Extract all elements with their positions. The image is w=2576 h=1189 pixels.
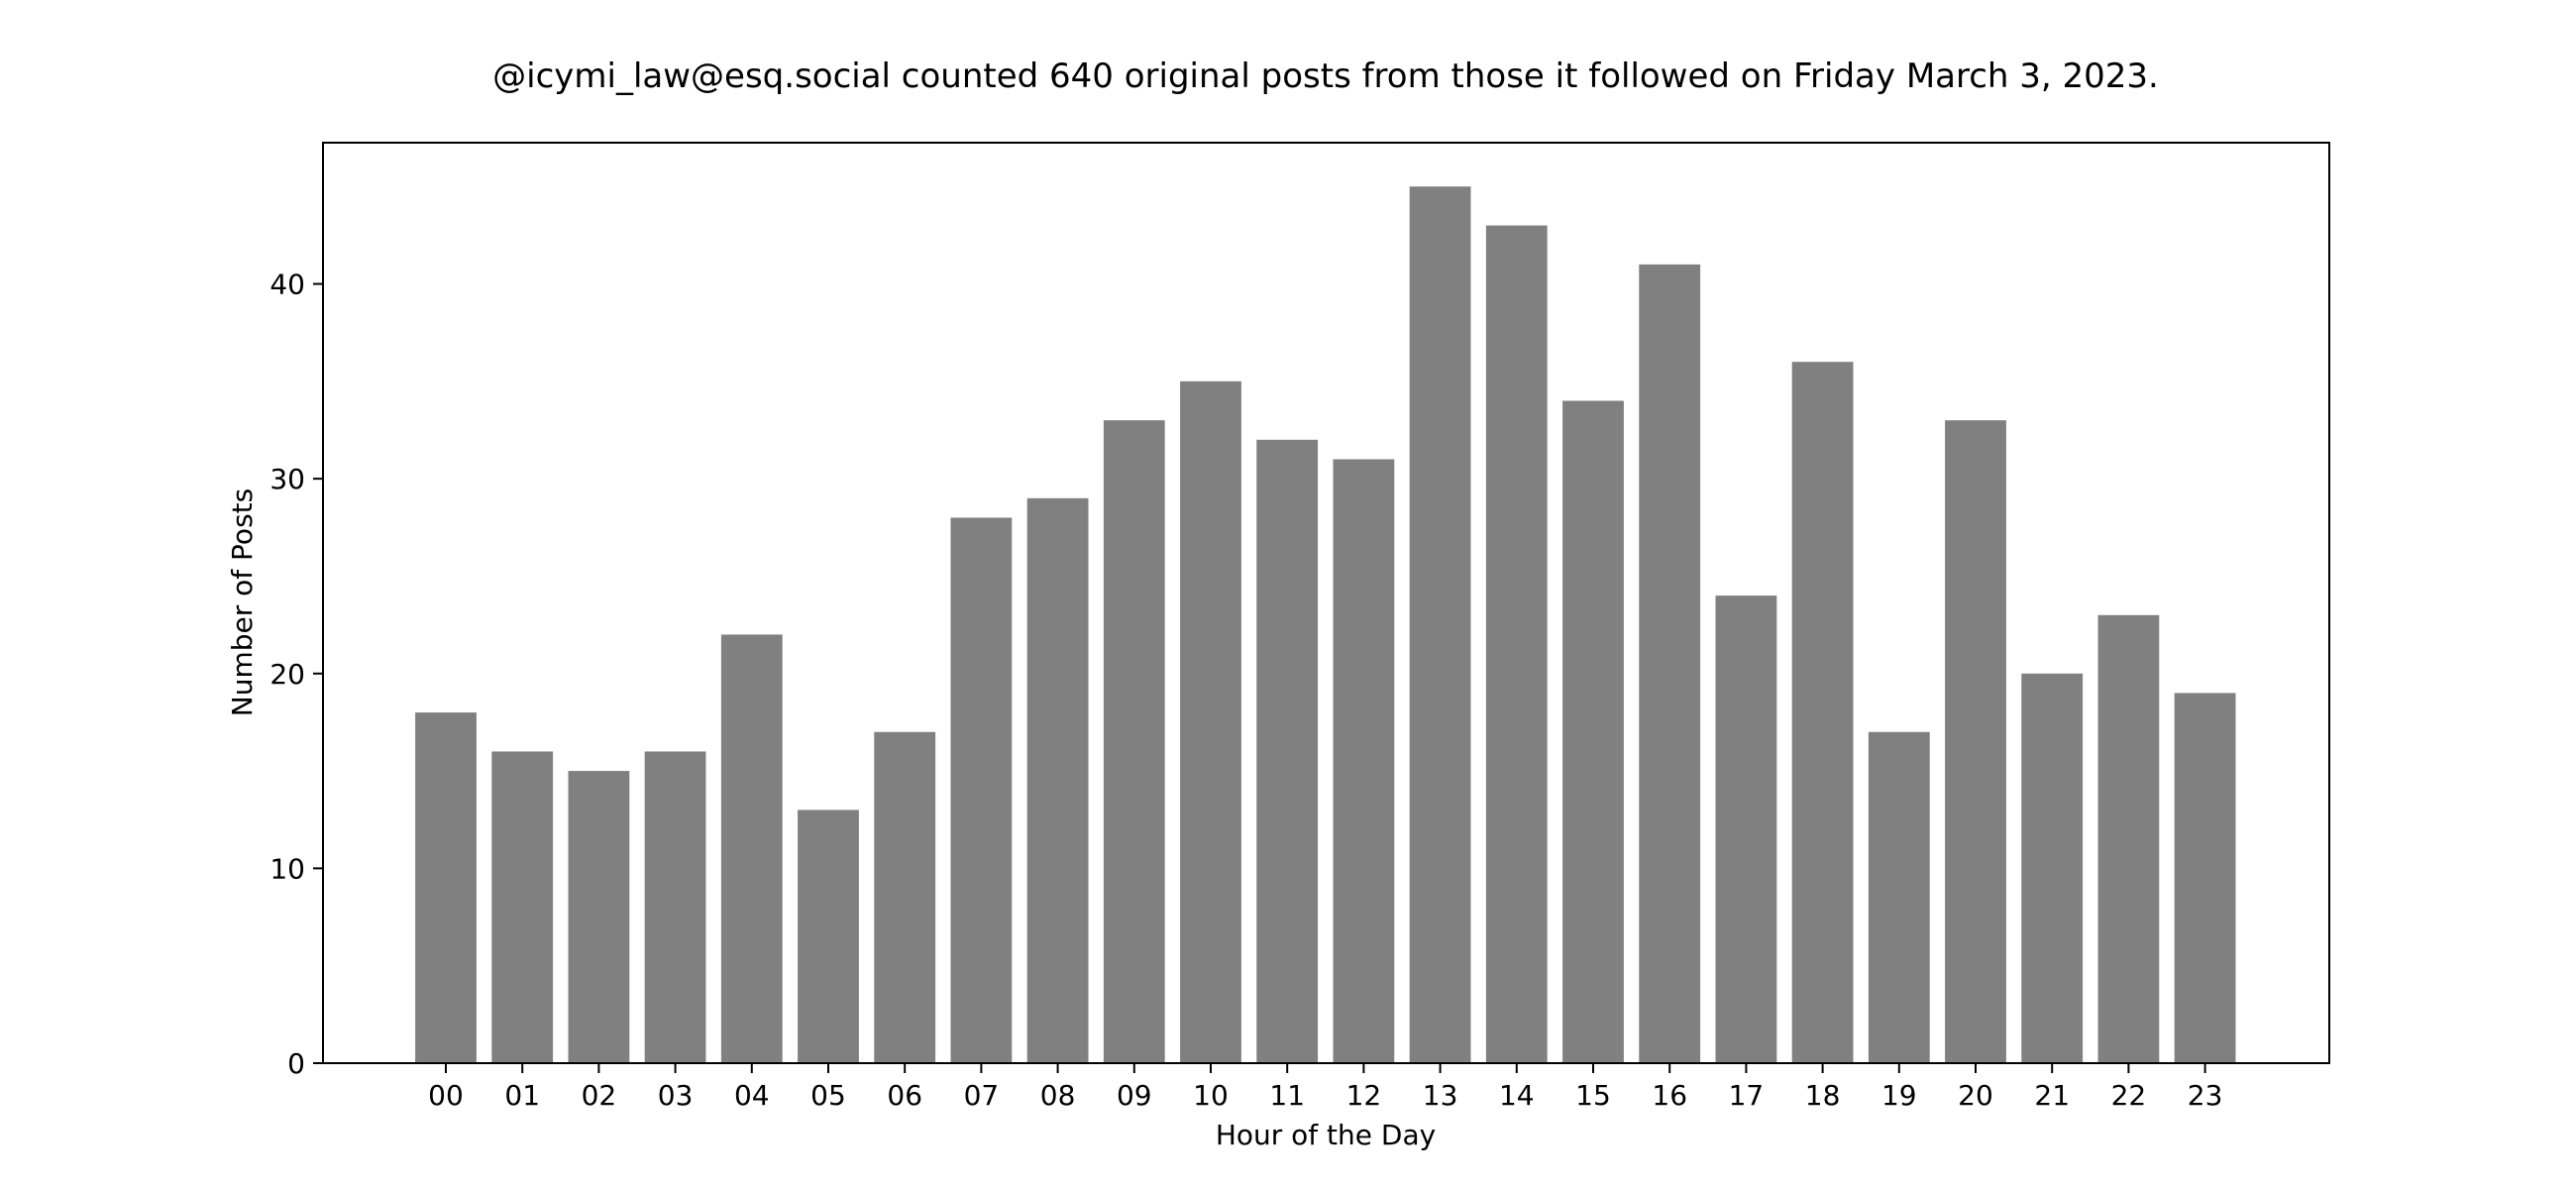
x-tick-label-14: 14 (1499, 1079, 1535, 1112)
x-tick-label-13: 13 (1423, 1079, 1458, 1112)
bar-02 (568, 771, 630, 1063)
x-tick-label-12: 12 (1346, 1079, 1382, 1112)
y-axis-label: Number of Posts (226, 488, 259, 716)
bar-17 (1715, 595, 1777, 1063)
bar-20 (1945, 420, 2006, 1063)
x-tick-label-03: 03 (658, 1079, 694, 1112)
x-tick-label-07: 07 (964, 1079, 1000, 1112)
x-tick-label-17: 17 (1729, 1079, 1765, 1112)
x-tick-label-11: 11 (1269, 1079, 1305, 1112)
x-tick-label-22: 22 (2111, 1079, 2147, 1112)
bar-12 (1333, 459, 1395, 1063)
bar-23 (2174, 693, 2236, 1063)
y-tick-label-30: 30 (269, 463, 305, 495)
bar-21 (2021, 673, 2084, 1063)
plot-frame (322, 142, 2330, 1064)
x-tick-label-15: 15 (1575, 1079, 1611, 1112)
x-tick-label-02: 02 (582, 1079, 617, 1112)
bar-07 (950, 517, 1013, 1063)
bar-05 (798, 810, 859, 1063)
x-tick-label-23: 23 (2188, 1079, 2223, 1112)
x-tick-label-05: 05 (810, 1079, 846, 1112)
x-tick-label-00: 00 (428, 1079, 464, 1112)
bar-08 (1026, 497, 1089, 1063)
y-tick-label-40: 40 (269, 269, 305, 301)
bar-10 (1180, 380, 1241, 1064)
bar-04 (720, 634, 783, 1063)
bar-11 (1256, 439, 1319, 1064)
bar-01 (491, 751, 554, 1063)
bar-16 (1639, 264, 1701, 1063)
x-tick-label-18: 18 (1805, 1079, 1841, 1112)
bar-09 (1103, 420, 1165, 1063)
x-tick-label-10: 10 (1193, 1079, 1229, 1112)
y-axis-ticks: 0 10 20 30 40 (269, 269, 323, 1080)
x-axis-ticks: 00 01 02 03 04 05 06 07 08 09 10 11 12 13 14 15 16 17 18 19… (428, 1063, 2222, 1112)
x-tick-label-09: 09 (1117, 1079, 1152, 1112)
bar-13 (1409, 186, 1471, 1064)
bars-group (415, 186, 2236, 1064)
x-tick-label-01: 01 (504, 1079, 540, 1112)
bar-03 (644, 751, 706, 1063)
y-tick-label-0: 0 (287, 1047, 305, 1080)
x-tick-label-20: 20 (1958, 1079, 1993, 1112)
bar-19 (1868, 731, 1930, 1063)
bar-22 (2097, 614, 2160, 1063)
chart-title: @icymi_law@esq.social counted 640 origin… (492, 56, 2159, 96)
x-tick-label-19: 19 (1881, 1079, 1917, 1112)
x-tick-label-08: 08 (1040, 1079, 1076, 1112)
bar-00 (415, 712, 477, 1063)
x-tick-label-16: 16 (1652, 1079, 1687, 1112)
y-tick-label-10: 10 (269, 852, 305, 885)
x-tick-label-06: 06 (887, 1079, 922, 1112)
x-tick-label-04: 04 (734, 1079, 770, 1112)
bar-14 (1485, 225, 1548, 1063)
bar-18 (1791, 362, 1854, 1063)
bar-06 (874, 731, 936, 1063)
x-tick-label-21: 21 (2034, 1079, 2070, 1112)
x-axis-label: Hour of the Day (1216, 1119, 1436, 1151)
bar-15 (1562, 400, 1624, 1063)
y-tick-label-20: 20 (269, 658, 305, 691)
